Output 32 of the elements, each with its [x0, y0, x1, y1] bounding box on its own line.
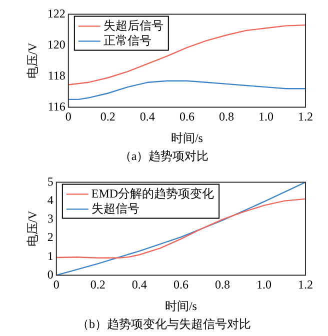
y-axis-title: 电压/V: [25, 42, 40, 79]
legend-label: 失超信号: [91, 201, 140, 216]
y-tick-label: 2: [47, 230, 54, 244]
y-tick-label: 122: [47, 6, 66, 20]
x-tick-label: 0.2: [100, 110, 116, 124]
x-tick-label: 0.4: [140, 110, 155, 124]
x-axis-title: 时间/s: [170, 130, 204, 145]
x-tick-label: 1.0: [258, 110, 274, 124]
x-tick-label: 0.8: [218, 110, 234, 124]
x-tick-label: 0.4: [132, 278, 147, 292]
x-tick-label: 0.8: [214, 278, 230, 292]
y-tick-label: 3: [47, 212, 54, 226]
legend-label: EMD分解的趋势项变化: [91, 186, 214, 200]
y-tick-label: 0: [47, 267, 54, 282]
x-tick-label: 0.6: [179, 110, 194, 124]
y-tick-label: 4: [47, 192, 54, 207]
x-tick-label: 1.2: [298, 110, 313, 124]
x-axis-title: 时间/s: [164, 298, 198, 313]
y-tick-label: 5: [47, 174, 54, 188]
x-tick-label: 0.2: [90, 278, 106, 292]
legend-label: 正常信号: [103, 33, 152, 48]
y-tick-label: 1: [47, 248, 54, 263]
x-tick-label: 0.6: [173, 278, 188, 292]
y-axis-title: 电压/V: [25, 210, 40, 247]
y-tick-label: 116: [48, 99, 66, 114]
x-tick-label: 1.2: [298, 278, 313, 292]
legend-label: 失超后信号: [103, 18, 164, 32]
y-tick-label: 118: [48, 68, 66, 82]
text: （b）趋势项变化与失超信号对比: [76, 316, 252, 333]
text: （a）趋势项对比: [118, 148, 210, 165]
x-tick-label: 1.0: [256, 278, 272, 292]
y-tick-label: 120: [47, 37, 66, 52]
